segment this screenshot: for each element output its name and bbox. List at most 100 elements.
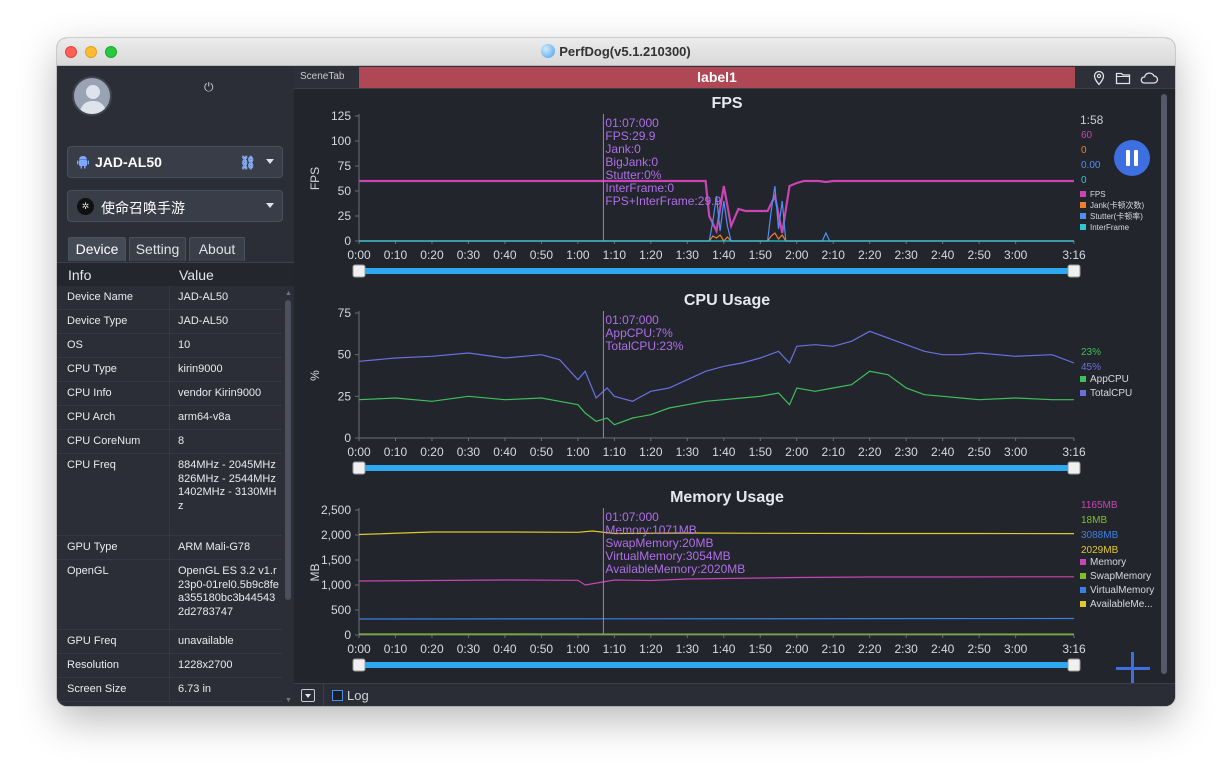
pause-button[interactable]: [1114, 140, 1150, 176]
y-axis-label: %: [308, 370, 322, 381]
main-panel: SceneTab label1 FPS 125 100 75 50 25 0 FPS 0:00 0…: [294, 66, 1175, 706]
cursor-value-label: BigJank:0: [605, 155, 658, 169]
chart-title: CPU Usage: [684, 292, 770, 309]
info-row-key: Resolution: [67, 659, 119, 671]
x-tick-label: 1:00: [566, 642, 590, 656]
info-row: Device Name JAD-AL50: [57, 286, 282, 310]
log-checkbox[interactable]: [332, 690, 343, 701]
legend-swatch: [1080, 376, 1086, 382]
device-info-table: Device Name JAD-AL50 Device Type JAD-AL50 OS…: [57, 286, 282, 706]
android-icon: [77, 156, 89, 169]
legend-entry: AvailableMe...: [1090, 599, 1153, 610]
x-tick-label: 1:40: [712, 248, 736, 262]
x-tick-label: 0:20: [420, 642, 444, 656]
legend-swatch: [1080, 213, 1086, 219]
cursor-time-label: 01:07:000: [605, 313, 659, 327]
series-line-availablememory: [358, 530, 1075, 536]
elapsed-time-label: 1:58: [1080, 113, 1104, 127]
collapse-toggle-icon[interactable]: [301, 689, 315, 702]
legend-swatch: [1080, 191, 1086, 197]
location-pin-icon[interactable]: [1091, 70, 1107, 86]
x-tick-label: 2:40: [931, 248, 955, 262]
info-row-key: OpenGL: [67, 565, 109, 577]
slider-handle-left: [352, 461, 366, 475]
legend-swatch: [1080, 573, 1086, 579]
x-tick-label: 2:10: [822, 642, 846, 656]
x-tick-label: 1:40: [712, 445, 736, 459]
x-tick-label: 3:00: [1004, 248, 1028, 262]
info-row-value: 884MHz - 2045MHz 826MHz - 2544MHz 1402MH…: [178, 459, 277, 512]
chevron-down-icon: [266, 159, 274, 164]
x-tick-label: 1:10: [603, 445, 627, 459]
tab-device[interactable]: Device: [68, 237, 126, 261]
user-avatar[interactable]: [72, 76, 112, 116]
x-tick-label: 2:30: [895, 642, 919, 656]
sidebar-scroll-thumb[interactable]: [285, 300, 291, 600]
device-select[interactable]: JAD-AL50 ⛓: [67, 146, 283, 178]
current-value-label: 3088MB: [1081, 530, 1119, 541]
slider-handle-left: [352, 264, 366, 278]
app-window: PerfDog(v5.1.210300) ⏻ JAD-AL50 ⛓ ✲ 使命召唤…: [57, 38, 1175, 706]
x-tick-label: 1:10: [603, 642, 627, 656]
app-select[interactable]: ✲ 使命召唤手游: [67, 190, 283, 222]
info-row: CPU Info vendor Kirin9000: [57, 382, 282, 406]
y-tick-label: 500: [331, 603, 351, 617]
x-tick-label: 1:00: [566, 445, 590, 459]
tab-setting[interactable]: Setting: [129, 237, 186, 261]
chart-title: Memory Usage: [670, 489, 784, 506]
x-tick-label: 0:10: [384, 642, 408, 656]
legend-swatch: [1080, 390, 1086, 396]
minimize-window-button[interactable]: [85, 46, 97, 58]
time-range-slider: [364, 662, 1069, 668]
legend-swatch: [1080, 587, 1086, 593]
series-line-appcpu: [358, 370, 1074, 426]
scene-label[interactable]: label1: [359, 67, 1075, 88]
y-tick-label: 0: [344, 431, 351, 445]
y-tick-label: 125: [331, 109, 351, 123]
x-tick-label: 2:50: [967, 642, 991, 656]
add-chart-button[interactable]: [1116, 652, 1150, 686]
cursor-value-label: Memory:1071MB: [605, 523, 696, 537]
folder-icon[interactable]: [1115, 70, 1131, 86]
cursor-value-label: Stutter:0%: [605, 168, 661, 182]
connection-link-icon: ⛓: [239, 155, 256, 170]
info-row-key: Device Type: [67, 315, 128, 327]
legend-entry: SwapMemory: [1090, 571, 1151, 582]
power-icon[interactable]: ⏻: [204, 80, 214, 94]
scene-tab-button[interactable]: SceneTab: [300, 71, 345, 82]
legend-entry: FPS: [1090, 190, 1106, 199]
x-tick-label: 0:00: [347, 445, 371, 459]
info-row-value: ARM Mali-G78: [178, 541, 251, 553]
tab-about[interactable]: About: [189, 237, 245, 261]
close-window-button[interactable]: [65, 46, 77, 58]
info-row-value: 6.73 in: [178, 683, 212, 695]
x-tick-label: 2:50: [967, 248, 991, 262]
charts-scrollbar[interactable]: [1160, 89, 1169, 683]
cursor-value-label: VirtualMemory:3054MB: [605, 549, 730, 563]
scroll-up-icon[interactable]: ▲: [285, 290, 292, 297]
legend-entry: AppCPU: [1090, 374, 1129, 385]
bottom-bar: Log: [294, 683, 1175, 706]
y-tick-label: 2,500: [321, 503, 351, 517]
x-tick-label: 0:00: [347, 248, 371, 262]
maximize-window-button[interactable]: [105, 46, 117, 58]
x-tick-label: 0:20: [420, 445, 444, 459]
scroll-down-icon[interactable]: ▼: [285, 697, 292, 704]
current-value-label: 60: [1081, 130, 1093, 141]
x-tick-label: 1:50: [749, 642, 773, 656]
x-tick-label: 2:40: [931, 445, 955, 459]
x-tick-label: 1:50: [749, 248, 773, 262]
y-tick-label: 50: [338, 348, 352, 362]
series-line-jank: [359, 232, 1074, 242]
x-tick-label: 3:16: [1062, 248, 1086, 262]
cloud-icon[interactable]: [1139, 70, 1159, 86]
slider-handle-right: [1067, 658, 1081, 672]
charts-area: FPS 125 100 75 50 25 0 FPS 0:00 0:10 0:20 0:30 0:40 0…: [294, 89, 1175, 683]
slider-handle-right: [1067, 264, 1081, 278]
info-row-key: CPU CoreNum: [67, 435, 141, 447]
charts-scroll-thumb[interactable]: [1161, 94, 1167, 674]
info-row: CPU Arch arm64-v8a: [57, 406, 282, 430]
sidebar-scrollbar[interactable]: ▲ ▼: [282, 286, 294, 706]
current-value-label: 0: [1081, 175, 1087, 186]
